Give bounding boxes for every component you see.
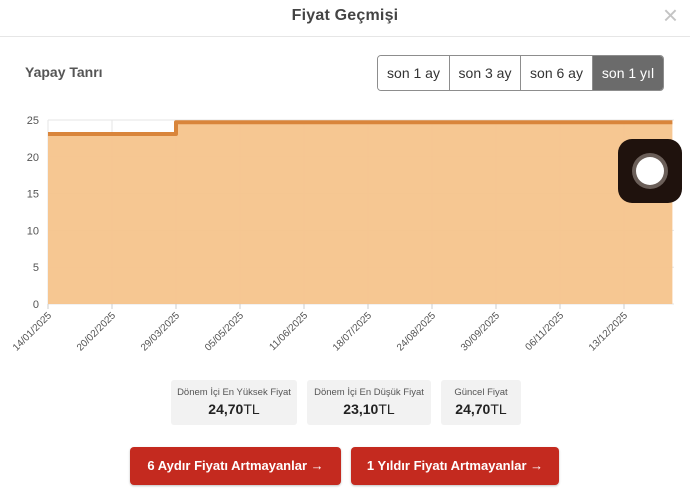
modal-title: Fiyat Geçmişi <box>291 7 399 24</box>
one-year-unchanged-button[interactable]: 1 Yıldır Fiyatı Artmayanlar → <box>351 447 559 485</box>
y-tick-label: 20 <box>27 152 39 164</box>
y-tick-label: 10 <box>27 225 39 237</box>
price-history-chart: 0 5 10 15 20 25 14/01/2025 20/02/2025 29/03/202… <box>11 115 674 354</box>
x-tick-label: 05/05/2025 <box>203 310 246 353</box>
y-tick-label: 15 <box>27 189 39 201</box>
x-tick-label: 30/09/2025 <box>459 310 502 353</box>
x-tick-label: 18/07/2025 <box>331 310 374 353</box>
y-axis-ticks: 0 5 10 15 20 25 <box>27 115 39 311</box>
x-tick-label: 11/06/2025 <box>267 310 310 353</box>
stat-highest-price: Dönem İçi En Yüksek Fiyat 24,70TL <box>171 380 297 425</box>
stat-lowest-price: Dönem İçi En Düşük Fiyat 23,10TL <box>307 380 431 425</box>
price-line <box>48 120 673 136</box>
x-tick-label: 29/03/2025 <box>139 310 182 353</box>
price-area <box>48 122 673 304</box>
y-tick-label: 5 <box>33 262 39 274</box>
six-months-unchanged-button[interactable]: 6 Aydır Fiyatı Artmayanlar → <box>130 447 341 485</box>
stat-highest-currency: TL <box>243 401 260 417</box>
period-1-year-button[interactable]: son 1 yıl <box>593 56 663 90</box>
x-tick-label: 13/12/2025 <box>587 310 630 353</box>
period-selector: son 1 ay son 3 ay son 6 ay son 1 yıl <box>377 55 664 91</box>
x-tick-label: 24/08/2025 <box>395 310 438 353</box>
modal-header: Fiyat Geçmişi × <box>0 0 690 37</box>
y-tick-label: 25 <box>27 115 39 127</box>
stat-current-value: 24,70 <box>455 401 491 417</box>
x-tick-label: 14/01/2025 <box>11 310 54 353</box>
product-name: Yapay Tanrı <box>25 64 103 80</box>
stat-highest-value: 24,70 <box>208 401 244 417</box>
assistive-touch-icon[interactable] <box>618 139 682 203</box>
period-6-months-button[interactable]: son 6 ay <box>521 56 593 90</box>
close-icon[interactable]: × <box>662 0 678 30</box>
stat-current-price: Güncel Fiyat 24,70TL <box>441 380 521 425</box>
x-tick-label: 20/02/2025 <box>75 310 118 353</box>
period-1-month-button[interactable]: son 1 ay <box>378 56 450 90</box>
stat-current-label: Güncel Fiyat <box>454 387 508 398</box>
period-3-months-button[interactable]: son 3 ay <box>450 56 521 90</box>
x-tick-label: 06/11/2025 <box>523 310 566 353</box>
price-stats: Dönem İçi En Yüksek Fiyat 24,70TL Dönem … <box>171 380 521 425</box>
y-tick-label: 0 <box>33 299 39 311</box>
x-axis-ticks: 14/01/2025 20/02/2025 29/03/2025 05/05/2025… <box>11 310 630 353</box>
stat-lowest-value: 23,10 <box>343 401 379 417</box>
stat-lowest-currency: TL <box>378 401 395 417</box>
stat-lowest-label: Dönem İçi En Düşük Fiyat <box>314 387 424 398</box>
stat-current-currency: TL <box>490 401 507 417</box>
stat-highest-label: Dönem İçi En Yüksek Fiyat <box>177 387 291 398</box>
